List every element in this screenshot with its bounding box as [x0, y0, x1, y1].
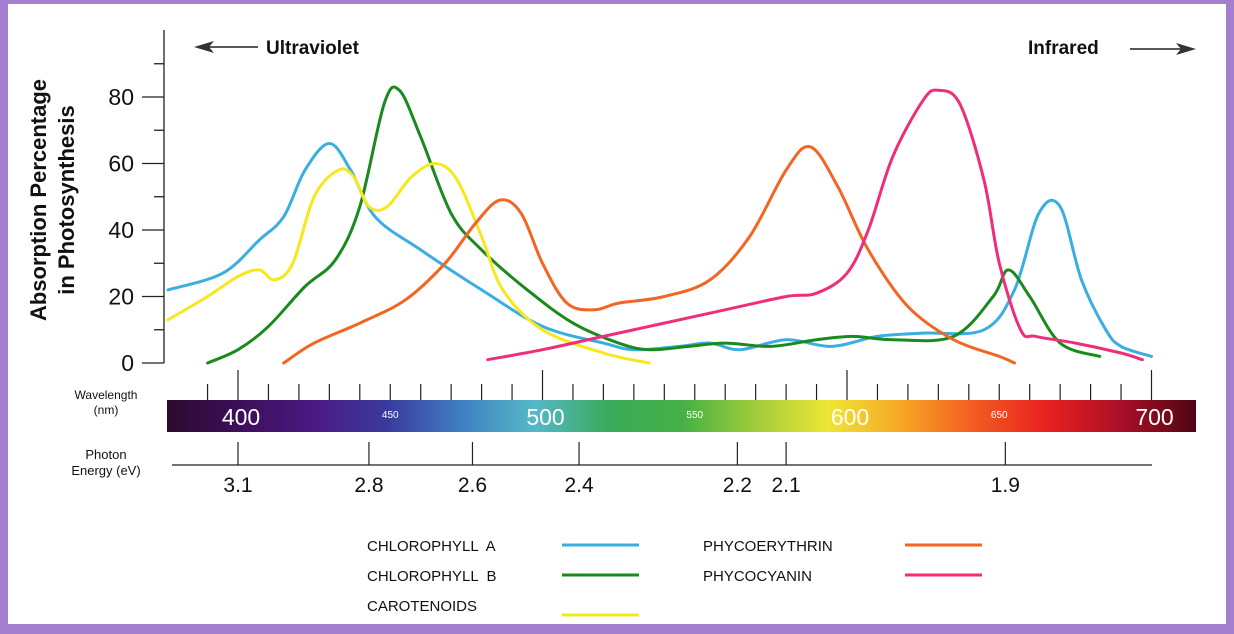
- legend-label-chlorophyll-b: CHLOROPHYLL B: [367, 568, 497, 585]
- energy-axis-label: Energy (eV): [71, 463, 140, 478]
- legend-label-carotenoids: CAROTENOIDS: [367, 598, 477, 615]
- energy-tick-label: 2.8: [354, 474, 383, 497]
- energy-axis-label: Photon: [85, 447, 126, 462]
- curve-chlorophyll-b: [206, 85, 1102, 365]
- energy-tick-label: 2.4: [564, 474, 594, 497]
- wavelength-axis: Wavelength(nm) 400 450 500 550 600 650 700: [75, 370, 1196, 432]
- energy-tick-label: 2.2: [723, 474, 752, 497]
- y-tick-label: 60: [108, 151, 134, 177]
- absorption-curves: [166, 85, 1153, 365]
- band-label-550: 550: [686, 410, 703, 421]
- ultraviolet-label: Ultraviolet: [266, 38, 360, 59]
- y-axis: 0 20 40 60 80: [108, 30, 165, 376]
- band-label-650: 650: [991, 410, 1008, 421]
- band-label-400: 400: [222, 404, 260, 430]
- energy-tick-label: 3.1: [223, 474, 252, 497]
- band-label-500: 500: [526, 404, 564, 430]
- left-arrowhead-icon: [194, 41, 214, 53]
- wavelength-axis-label: Wavelength: [75, 388, 138, 402]
- energy-tick-label: 2.6: [458, 474, 487, 497]
- curve-chlorophyll-a: [166, 142, 1153, 358]
- curve-carotenoids: [166, 161, 651, 365]
- right-arrowhead-icon: [1176, 43, 1196, 55]
- y-tick-label: 0: [121, 350, 134, 376]
- y-label-line: in Photosynthesis: [54, 105, 79, 294]
- infrared-label: Infrared: [1028, 38, 1099, 59]
- legend-label-chlorophyll-a: CHLOROPHYLL A: [367, 538, 496, 555]
- curve-phycocyanin: [486, 88, 1144, 362]
- energy-tick-label: 1.9: [991, 474, 1020, 497]
- spectrum-band: [167, 400, 1196, 432]
- band-label-600: 600: [831, 404, 869, 430]
- y-axis-label: Absorption Percentage in Photosynthesis: [26, 79, 79, 321]
- band-label-700: 700: [1135, 404, 1173, 430]
- y-tick-label: 80: [108, 84, 134, 110]
- y-tick-label: 20: [108, 284, 134, 310]
- y-label-line: Absorption Percentage: [26, 79, 51, 321]
- energy-tick-label: 2.1: [771, 474, 800, 497]
- y-label-group: Absorption Percentage in Photosynthesis: [26, 79, 79, 321]
- y-tick-label: 40: [108, 217, 134, 243]
- direction-labels: Ultraviolet Infrared: [194, 38, 1196, 59]
- legend-label-phycocyanin: PHYCOCYANIN: [703, 568, 812, 585]
- legend-label-phycoerythrin: PHYCOERYTHRIN: [703, 538, 833, 555]
- curve-phycoerythrin: [282, 144, 1016, 365]
- figure-frame: [8, 4, 1226, 624]
- wavelength-axis-label: (nm): [94, 403, 119, 417]
- legend: CHLOROPHYLL A CHLOROPHYLL B CAROTENOIDS PHY…: [367, 538, 982, 617]
- band-label-450: 450: [382, 410, 399, 421]
